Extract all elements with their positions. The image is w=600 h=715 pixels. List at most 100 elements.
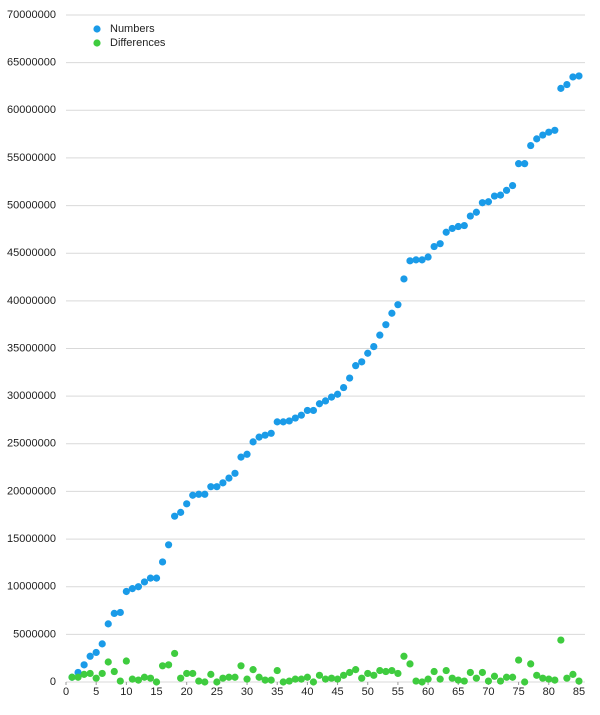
point (370, 671, 378, 679)
point (86, 652, 94, 660)
point (382, 667, 390, 676)
point (152, 678, 161, 686)
point (484, 677, 493, 685)
point (321, 675, 330, 683)
point (219, 479, 227, 487)
point (80, 661, 88, 669)
x-tick-label: 20 (181, 686, 193, 698)
x-tick-label: 10 (120, 686, 132, 698)
point (333, 390, 342, 398)
point (189, 491, 197, 499)
point (418, 678, 426, 686)
point (80, 670, 88, 678)
point (436, 240, 444, 248)
point (261, 676, 269, 684)
point (400, 652, 408, 660)
point (255, 433, 263, 441)
point (545, 128, 553, 136)
point (249, 666, 257, 674)
y-tick-label: 60000000 (7, 104, 56, 116)
point (243, 675, 251, 683)
point (502, 673, 511, 681)
point (249, 438, 257, 446)
point (551, 126, 559, 134)
point (346, 374, 354, 382)
point (279, 418, 287, 426)
point (303, 673, 311, 681)
point (134, 676, 143, 684)
y-tick-label: 70000000 (7, 9, 56, 21)
point (382, 321, 390, 329)
point (291, 414, 299, 422)
x-tick-label: 70 (482, 686, 494, 698)
point (376, 331, 384, 339)
point (213, 678, 221, 686)
x-tick-label: 40 (301, 686, 313, 698)
point (575, 677, 583, 685)
point (340, 671, 348, 679)
x-tick-label: 0 (63, 686, 69, 698)
point (267, 429, 275, 437)
point (98, 669, 106, 678)
point (394, 669, 402, 678)
x-tick-label: 30 (241, 686, 253, 698)
point (189, 669, 197, 678)
y-tick-label: 20000000 (7, 485, 56, 497)
point (122, 587, 130, 596)
point (122, 657, 130, 665)
point (521, 678, 529, 686)
point (309, 406, 318, 415)
point (255, 673, 263, 681)
legend-label: Numbers (110, 23, 155, 35)
point (569, 670, 577, 678)
point (466, 668, 474, 677)
x-tick-label: 25 (211, 686, 223, 698)
point (243, 450, 251, 458)
x-tick-label: 35 (271, 686, 283, 698)
point (472, 208, 480, 216)
point (496, 677, 505, 685)
x-tick-label: 80 (543, 686, 555, 698)
point (430, 667, 438, 676)
point (424, 675, 432, 683)
point (490, 192, 499, 200)
point (158, 558, 167, 566)
point (201, 490, 209, 498)
point (521, 160, 529, 168)
point (164, 661, 173, 669)
point (201, 678, 209, 686)
y-tick-label: 5000000 (13, 628, 56, 640)
y-tick-label: 50000000 (7, 199, 56, 211)
point (436, 675, 444, 683)
y-tick-label: 15000000 (7, 533, 56, 545)
point (575, 72, 583, 80)
point (225, 474, 233, 482)
point (152, 574, 161, 582)
point (110, 667, 118, 676)
point (219, 674, 227, 682)
point (346, 668, 354, 677)
point (195, 677, 203, 685)
legend-label: Differences (110, 37, 166, 49)
point (364, 669, 372, 678)
point (563, 80, 571, 89)
point (237, 662, 245, 670)
x-tick-label: 50 (362, 686, 374, 698)
point (400, 275, 408, 283)
point (418, 256, 426, 264)
point (291, 675, 299, 683)
point (140, 673, 149, 681)
y-tick-label: 65000000 (7, 57, 56, 69)
point (128, 585, 136, 593)
point (158, 662, 167, 670)
y-tick-label: 45000000 (7, 247, 56, 259)
point (424, 253, 432, 261)
point (315, 400, 324, 408)
y-tick-label: 0 (50, 676, 56, 688)
point (116, 677, 124, 685)
point (134, 583, 143, 591)
point (563, 674, 571, 682)
point (273, 418, 281, 426)
y-tick-label: 10000000 (7, 581, 56, 593)
